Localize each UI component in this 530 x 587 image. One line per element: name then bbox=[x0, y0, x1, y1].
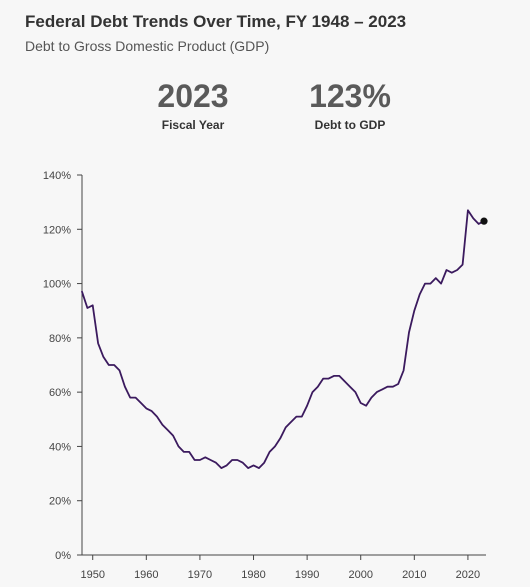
y-tick-label: 100% bbox=[43, 279, 71, 291]
y-tick-label: 60% bbox=[49, 387, 71, 399]
fiscal-year-value: 2023 bbox=[157, 78, 229, 114]
debt-to-gdp-stat: 123% Debt to GDP bbox=[285, 76, 415, 132]
x-tick-label: 2020 bbox=[456, 569, 480, 581]
fiscal-year-label: Fiscal Year bbox=[161, 118, 225, 132]
y-tick-label: 0% bbox=[55, 550, 71, 562]
debt-series-line bbox=[81, 209, 485, 470]
x-tick-label: 1950 bbox=[80, 569, 104, 581]
x-tick-label: 2010 bbox=[402, 569, 426, 581]
chart-title: Federal Debt Trends Over Time, FY 1948 –… bbox=[25, 12, 407, 31]
debt-to-gdp-value: 123% bbox=[309, 78, 391, 114]
x-tick-label: 1980 bbox=[241, 569, 265, 581]
fiscal-year-stat: 2023 Fiscal Year bbox=[128, 76, 258, 132]
x-tick-label: 2000 bbox=[348, 569, 372, 581]
latest-point-marker bbox=[480, 217, 488, 225]
chart-subtitle: Debt to Gross Domestic Product (GDP) bbox=[25, 38, 270, 54]
x-tick-label: 1970 bbox=[188, 569, 212, 581]
y-tick-label: 80% bbox=[49, 333, 71, 345]
x-tick-label: 1990 bbox=[295, 569, 319, 581]
y-tick-label: 20% bbox=[49, 496, 71, 508]
y-tick-label: 40% bbox=[49, 441, 71, 453]
debt-to-gdp-label: Debt to GDP bbox=[314, 118, 386, 132]
y-tick-label: 120% bbox=[43, 224, 71, 236]
x-tick-label: 1960 bbox=[134, 569, 158, 581]
y-tick-label: 140% bbox=[43, 170, 71, 182]
